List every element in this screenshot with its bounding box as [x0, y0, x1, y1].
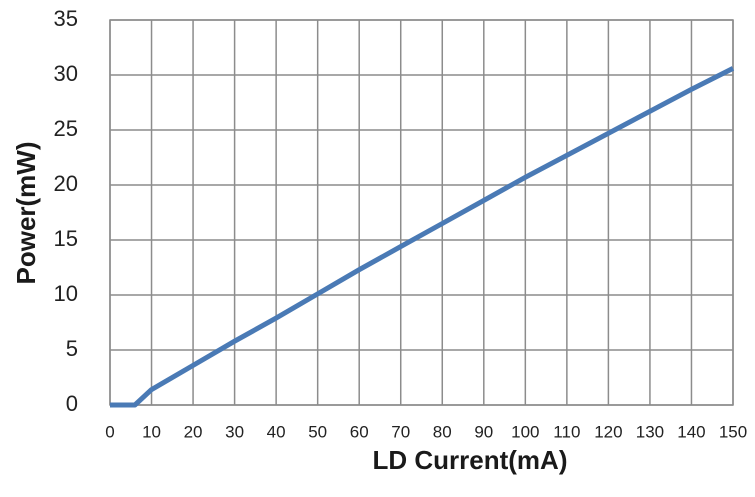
x-tick-label: 50: [308, 422, 327, 441]
plot-area: [109, 19, 734, 406]
x-tick-label: 30: [225, 422, 244, 441]
y-tick-label: 0: [66, 391, 78, 416]
y-axis-ticks: 0 5 10 15 20 25 30 35: [54, 6, 78, 416]
x-tick-label: 100: [511, 422, 539, 441]
y-tick-label: 30: [54, 61, 78, 86]
x-tick-label: 40: [267, 422, 286, 441]
x-axis-label: LD Current(mA): [373, 445, 568, 475]
y-tick-label: 15: [54, 226, 78, 251]
x-tick-label: 140: [677, 422, 705, 441]
y-tick-label: 5: [66, 336, 78, 361]
y-tick-label: 35: [54, 6, 78, 31]
y-tick-label: 20: [54, 171, 78, 196]
x-tick-label: 130: [636, 422, 664, 441]
y-tick-label: 10: [54, 281, 78, 306]
x-tick-label: 80: [433, 422, 452, 441]
x-tick-label: 90: [474, 422, 493, 441]
x-tick-label: 60: [350, 422, 369, 441]
x-tick-label: 120: [594, 422, 622, 441]
x-tick-label: 0: [105, 422, 114, 441]
x-tick-label: 10: [142, 422, 161, 441]
x-tick-label: 20: [184, 422, 203, 441]
x-tick-label: 150: [719, 422, 747, 441]
x-tick-label: 110: [553, 422, 580, 441]
series-layer: [110, 66, 735, 408]
grid: [109, 19, 734, 406]
y-axis-label: Power(mW): [11, 142, 41, 285]
y-tick-label: 25: [54, 116, 78, 141]
series-line: [110, 66, 735, 408]
x-tick-label: 70: [391, 422, 410, 441]
x-axis-ticks: 0 10 20 30 40 50 60 70 80 90 100 110 120 130 140 150: [105, 422, 747, 441]
plot-border: [109, 19, 734, 406]
